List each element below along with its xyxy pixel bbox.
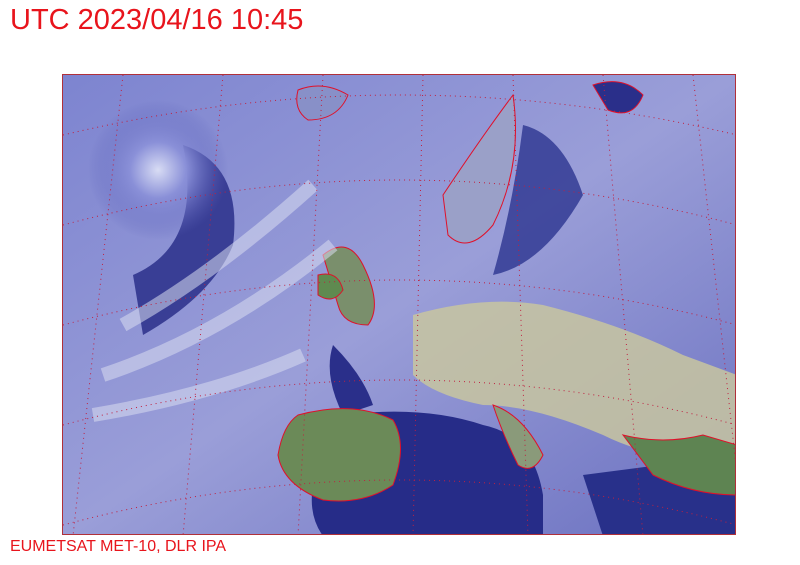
iberian-peninsula — [277, 408, 401, 502]
great-britain — [322, 246, 375, 326]
cyclone-swirl — [88, 100, 228, 240]
ireland — [317, 273, 344, 300]
bay-of-biscay — [329, 345, 373, 415]
balkans-turkey — [621, 434, 735, 496]
image-credit: EUMETSAT MET-10, DLR IPA — [10, 538, 227, 555]
iceland — [296, 85, 349, 121]
timestamp-title: UTC 2023/04/16 10:45 — [10, 4, 304, 36]
baltic-sea — [493, 125, 583, 275]
italy — [492, 404, 544, 469]
satellite-map — [62, 74, 736, 535]
central-europe-clouds — [413, 301, 735, 458]
satellite-image — [63, 75, 735, 534]
cloud-bands — [91, 179, 338, 422]
lat-lon-grid — [63, 75, 735, 534]
scandinavia — [442, 93, 516, 244]
